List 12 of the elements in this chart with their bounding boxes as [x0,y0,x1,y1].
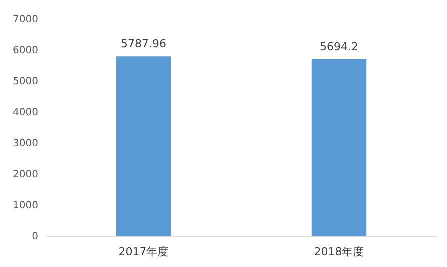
y-tick-label: 4000 [13,108,38,118]
y-tick-label: 3000 [13,138,38,150]
y-tick-label: 7000 [13,14,38,26]
y-tick-label: 5000 [13,76,38,88]
x-tick-label: 2018年度 [314,246,364,258]
y-tick-label: 0 [32,232,38,242]
data-label: 5694.2 [320,40,358,54]
y-tick-label: 2000 [13,170,38,180]
x-tick-label: 2017年度 [118,246,169,258]
data-label: 5787.96 [121,38,166,51]
y-tick-label: 6000 [13,46,38,56]
y-tick-label: 1000 [13,200,38,212]
